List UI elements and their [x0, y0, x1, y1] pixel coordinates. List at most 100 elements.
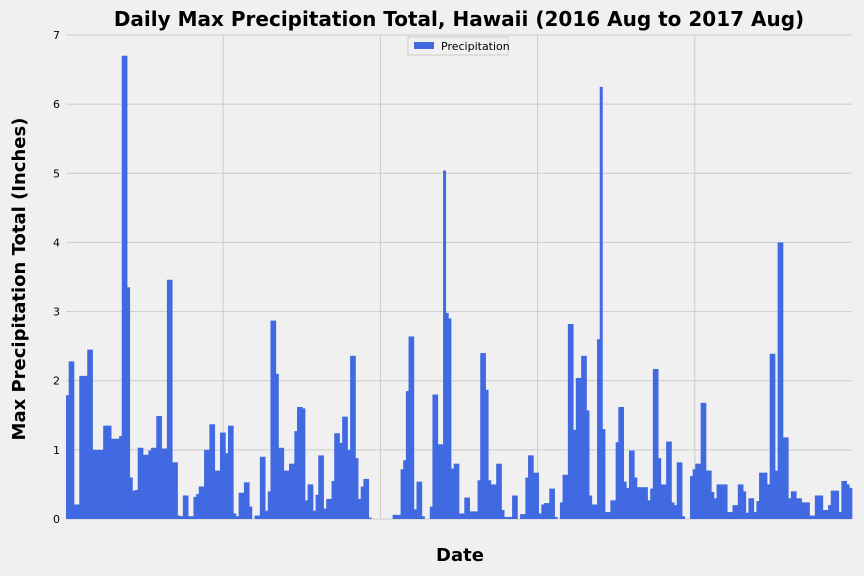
- bar: [201, 486, 205, 519]
- bar: [692, 469, 696, 519]
- bar: [472, 511, 476, 519]
- bar: [666, 441, 670, 519]
- bar: [304, 500, 308, 519]
- bar: [278, 447, 282, 519]
- bar: [103, 425, 107, 519]
- bar: [660, 484, 664, 519]
- bar: [360, 486, 364, 519]
- bar: [533, 472, 537, 519]
- bar: [844, 480, 848, 519]
- bar: [605, 512, 609, 519]
- bar: [769, 353, 773, 519]
- bar: [100, 449, 104, 519]
- bar: [193, 496, 197, 519]
- bar: [307, 484, 311, 519]
- bar: [212, 424, 216, 519]
- bar: [782, 437, 786, 519]
- bar: [488, 480, 492, 519]
- bar: [562, 474, 566, 519]
- bar: [711, 492, 715, 519]
- bar: [745, 512, 749, 519]
- bar: [485, 389, 489, 519]
- bar: [536, 472, 540, 519]
- bar: [591, 504, 595, 519]
- bar: [703, 402, 707, 519]
- bar: [756, 501, 760, 519]
- bar: [312, 510, 316, 519]
- bar: [644, 487, 648, 519]
- bar: [323, 508, 327, 519]
- bar: [352, 355, 356, 519]
- bar: [538, 513, 542, 519]
- bar: [543, 503, 547, 519]
- bar: [198, 486, 202, 519]
- bar: [459, 513, 463, 519]
- bar: [658, 458, 662, 519]
- bar: [206, 449, 210, 519]
- bar: [573, 429, 577, 519]
- bar: [602, 429, 606, 519]
- bar: [586, 410, 590, 519]
- bar: [620, 406, 624, 519]
- bar: [145, 454, 149, 519]
- bar: [416, 481, 420, 519]
- bar: [230, 425, 234, 519]
- bar: [235, 516, 239, 519]
- bar: [397, 514, 401, 519]
- bar: [153, 447, 157, 519]
- y-tick-label: 6: [53, 98, 60, 111]
- bar: [700, 402, 704, 519]
- bar: [822, 510, 826, 519]
- bar: [326, 498, 330, 519]
- bar: [166, 279, 170, 519]
- bar: [339, 442, 343, 519]
- bar: [297, 406, 301, 519]
- bar: [275, 373, 279, 519]
- bar: [774, 470, 778, 519]
- bar: [597, 339, 601, 519]
- bar: [716, 484, 720, 519]
- bar: [748, 498, 752, 519]
- bar: [119, 436, 123, 519]
- bar: [631, 450, 635, 519]
- bar: [347, 449, 351, 519]
- y-tick-label: 0: [53, 513, 60, 526]
- bar: [243, 482, 247, 519]
- bar: [358, 498, 362, 519]
- bar: [403, 460, 407, 519]
- bar: [798, 498, 802, 519]
- bar: [233, 513, 237, 519]
- legend-label: Precipitation: [441, 40, 510, 53]
- bar: [482, 353, 486, 519]
- bar: [708, 470, 712, 519]
- bar: [642, 487, 646, 519]
- bar: [185, 495, 189, 519]
- bar: [71, 361, 75, 519]
- y-tick-label: 7: [53, 29, 60, 42]
- legend-box: [407, 36, 509, 56]
- bar: [676, 462, 680, 519]
- bar: [461, 513, 465, 519]
- bar: [177, 515, 181, 519]
- y-tick-label: 2: [53, 375, 60, 388]
- bar: [448, 318, 452, 519]
- bar: [156, 415, 160, 519]
- y-tick-label: 1: [53, 444, 60, 457]
- bar: [214, 470, 218, 519]
- bar: [204, 449, 208, 519]
- bar: [161, 448, 165, 519]
- bar: [328, 498, 332, 519]
- bar: [828, 505, 832, 519]
- bar: [501, 510, 505, 519]
- bar: [188, 516, 192, 519]
- bar: [740, 484, 744, 519]
- bar: [613, 500, 617, 519]
- bar: [408, 336, 412, 519]
- bar: [116, 438, 120, 519]
- bar: [594, 504, 598, 519]
- bar: [634, 477, 638, 519]
- bar: [743, 491, 747, 519]
- bar: [158, 415, 162, 519]
- bar: [79, 375, 83, 519]
- bar: [695, 463, 699, 519]
